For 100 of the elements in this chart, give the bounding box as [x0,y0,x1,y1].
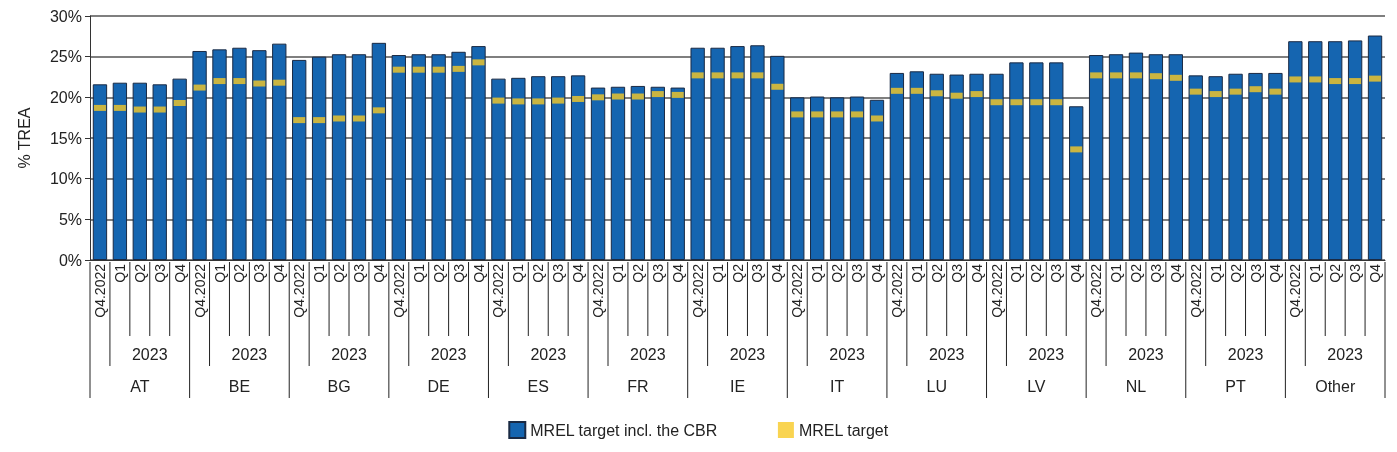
bar [331,54,347,260]
x-tick-label: Q3 [350,263,367,283]
bar [1268,72,1283,260]
x-tick-label: Q2 [131,263,148,283]
x-tick-label: Q3 [151,263,168,283]
bar [1128,52,1144,260]
x-tick-label: Q4.2022 [888,263,905,318]
text: 2023 [231,345,268,363]
x-tick-label: Q2 [928,263,945,283]
x-tick-label: Q1 [709,263,726,283]
text: 2023 [1327,345,1364,363]
x-tick-label: Q4.2022 [490,263,507,318]
x-tick-label: Q2 [1227,263,1244,283]
bar [610,86,626,260]
bar [810,96,825,260]
bar [1049,62,1064,260]
x-tick-label: Q3 [251,263,268,283]
bar [232,47,247,260]
bar [192,50,207,260]
bar [1347,40,1363,260]
bar [1208,76,1223,260]
x-tick-label: Q4 [370,263,387,283]
bar [650,86,665,260]
x-tick-label: Q4.2022 [789,263,806,318]
bar [590,87,606,260]
bar [491,78,506,260]
bar [152,84,167,260]
bar [411,54,426,260]
bar [391,55,406,260]
bar [710,47,725,260]
x-tick-label: Q2 [629,263,646,283]
bar [1367,35,1383,260]
x-tick-label: Q4.2022 [988,263,1005,318]
bar [1108,54,1124,260]
x-tick-label: Q2 [430,263,447,283]
x-tick-label: Q2 [231,263,248,283]
bar [351,54,367,260]
bar [730,46,745,260]
text: PT [1225,377,1247,395]
bar [112,82,128,260]
bar [451,51,466,260]
text: NL [1125,377,1147,395]
bar [630,85,646,260]
x-tick-label: Q4 [769,263,786,283]
bar [909,71,924,260]
x-tick-label: Q2 [331,263,348,283]
bar [292,59,307,260]
text: BG [327,377,351,395]
y-tick-label: 5% [58,210,82,228]
y-axis-title: % TREA [15,107,33,169]
y-tick-label: 10% [49,170,82,188]
x-tick-label: Q2 [530,263,547,283]
bar [1148,54,1164,260]
x-tick-label: Q1 [809,263,826,283]
x-tick-label: Q1 [111,263,128,283]
x-tick-label: Q4.2022 [191,263,208,318]
text: 2023 [530,345,567,363]
x-tick-label: Q1 [311,263,328,283]
x-tick-label: Q1 [1307,263,1324,283]
x-tick-label: Q4 [1267,263,1284,283]
y-tick-label: 30% [49,7,82,25]
bar [570,75,586,260]
x-tick-label: Q4 [171,263,188,283]
bar [1248,72,1263,260]
bar [1228,73,1243,260]
x-tick-label: Q1 [510,263,527,283]
bar [172,78,187,260]
text: 2023 [430,345,467,363]
bar [1308,41,1323,260]
bar [252,50,267,260]
y-tick-label: 15% [49,129,82,147]
bar [690,47,705,260]
bar [1188,75,1203,260]
x-tick-label: Q1 [908,263,925,283]
x-tick-label: Q4.2022 [390,263,407,318]
text: 2023 [729,345,766,363]
bar [212,49,227,260]
x-tick-label: Q3 [1048,263,1065,283]
x-tick-label: Q4.2022 [1287,263,1304,318]
bar [132,82,147,260]
bar [1328,41,1343,260]
x-tick-label: Q4 [1367,263,1384,283]
text: BE [228,377,251,395]
legend-label: MREL target [798,421,889,439]
bar [1168,54,1183,260]
text: IE [729,377,746,395]
text: Other [1315,377,1356,395]
bar [829,97,845,260]
bar [92,84,108,260]
bar [1029,62,1044,260]
text: 2023 [331,345,367,363]
x-tick-label: Q1 [1008,263,1025,283]
x-tick-label: Q4.2022 [1187,263,1204,318]
y-tick-label: 25% [49,48,82,66]
bar [371,42,387,260]
x-tick-label: Q4 [570,263,587,283]
text: 2023 [829,345,865,363]
x-tick-label: Q3 [1347,263,1364,283]
text: 2023 [1028,345,1065,363]
x-tick-label: Q3 [749,263,766,283]
